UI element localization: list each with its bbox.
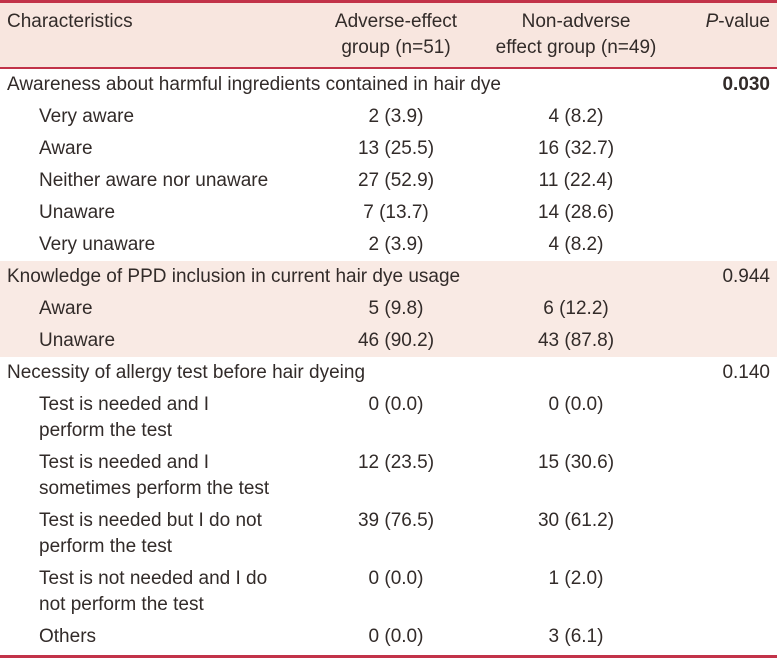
col-header-non-adverse-group: Non-adverse effect group (n=49) [495,11,657,58]
section-p-value: 0.944 [722,266,770,287]
row-p-value-empty [665,505,770,511]
non-adverse-group-value: 14 (28.6) [537,202,615,223]
section-row: Knowledge of PPD inclusion in current ha… [0,261,777,293]
section-row: Awareness about harmful ingredients cont… [0,69,777,101]
table-row: Test is not needed and I do not perform … [0,563,777,621]
row-label: Unaware [39,330,116,351]
adverse-group-value: 0 (0.0) [368,568,424,589]
adverse-group-value: 7 (13.7) [363,202,429,223]
non-adverse-group-value: 4 (8.2) [548,234,604,255]
row-label: Test is needed and I sometimes perform t… [39,452,270,499]
adverse-group-value: 46 (90.2) [357,330,435,351]
table-row: Test is needed and I sometimes perform t… [0,447,777,505]
adverse-group-value: 27 (52.9) [357,170,435,191]
col-header-characteristics: Characteristics [7,11,133,32]
p-value-italic-letter: P [705,11,719,32]
table-header-row: Characteristics Adverse-effect group (n=… [0,3,777,69]
non-adverse-group-value: 1 (2.0) [548,568,604,589]
non-adverse-group-value: 4 (8.2) [548,106,604,127]
table-row: Unaware 7 (13.7) 14 (28.6) [0,197,777,229]
adverse-group-value: 5 (9.8) [368,298,424,319]
row-label: Aware [39,298,93,319]
section-label: Knowledge of PPD inclusion in current ha… [7,266,461,287]
row-label: Neither aware nor unaware [39,170,269,191]
adverse-group-value: 2 (3.9) [368,106,424,127]
row-p-value-empty [665,563,770,569]
row-p-value-empty [665,197,770,203]
adverse-group-value: 0 (0.0) [368,394,424,415]
p-value-label-rest: -value [718,11,770,32]
adverse-group-value: 12 (23.5) [357,452,435,473]
row-label: Test is needed but I do not perform the … [39,510,262,557]
non-adverse-group-value: 11 (22.4) [538,170,614,191]
table-row: Test is needed but I do not perform the … [0,505,777,563]
section-row: Necessity of allergy test before hair dy… [0,357,777,389]
row-p-value-empty [665,447,770,453]
non-adverse-group-value: 30 (61.2) [537,510,615,531]
row-p-value-empty [665,133,770,139]
row-label: Test is needed and I perform the test [39,394,210,441]
row-p-value-empty [665,165,770,171]
non-adverse-group-value: 0 (0.0) [548,394,604,415]
non-adverse-group-value: 16 (32.7) [537,138,615,159]
row-label: Test is not needed and I do not perform … [39,568,268,615]
col-header-adverse-group: Adverse-effect group (n=51) [334,11,458,58]
row-p-value-empty [665,389,770,395]
adverse-group-value: 0 (0.0) [368,626,424,647]
row-label: Unaware [39,202,116,223]
row-label: Very unaware [39,234,156,255]
row-label: Aware [39,138,93,159]
non-adverse-group-value: 43 (87.8) [537,330,615,351]
table-body: Awareness about harmful ingredients cont… [0,69,777,655]
adverse-group-value: 2 (3.9) [368,234,424,255]
table-row: Very aware 2 (3.9) 4 (8.2) [0,101,777,133]
adverse-group-value: 13 (25.5) [357,138,435,159]
table-row: Test is needed and I perform the test 0 (… [0,389,777,447]
adverse-group-value: 39 (76.5) [357,510,435,531]
section-label: Necessity of allergy test before hair dy… [7,362,366,383]
section-p-value: 0.140 [722,362,770,383]
row-p-value-empty [665,325,770,331]
col-header-p-value: P-value [665,3,770,41]
row-p-value-empty [665,101,770,107]
table-row: Very unaware 2 (3.9) 4 (8.2) [0,229,777,261]
non-adverse-group-value: 15 (30.6) [537,452,615,473]
non-adverse-group-value: 3 (6.1) [548,626,604,647]
table-row: Neither aware nor unaware 27 (52.9) 11 (22… [0,165,777,197]
section-label: Awareness about harmful ingredients cont… [7,74,501,95]
row-p-value-empty [665,621,770,627]
row-label: Others [39,626,97,647]
section-p-value: 0.030 [722,74,770,95]
table-row: Others 0 (0.0) 3 (6.1) [0,621,777,653]
table-row: Aware 5 (9.8) 6 (12.2) [0,293,777,325]
row-label: Very aware [39,106,135,127]
row-p-value-empty [665,229,770,235]
table-row: Unaware 46 (90.2) 43 (87.8) [0,325,777,357]
non-adverse-group-value: 6 (12.2) [543,298,609,319]
table-row: Aware 13 (25.5) 16 (32.7) [0,133,777,165]
row-p-value-empty [665,293,770,299]
